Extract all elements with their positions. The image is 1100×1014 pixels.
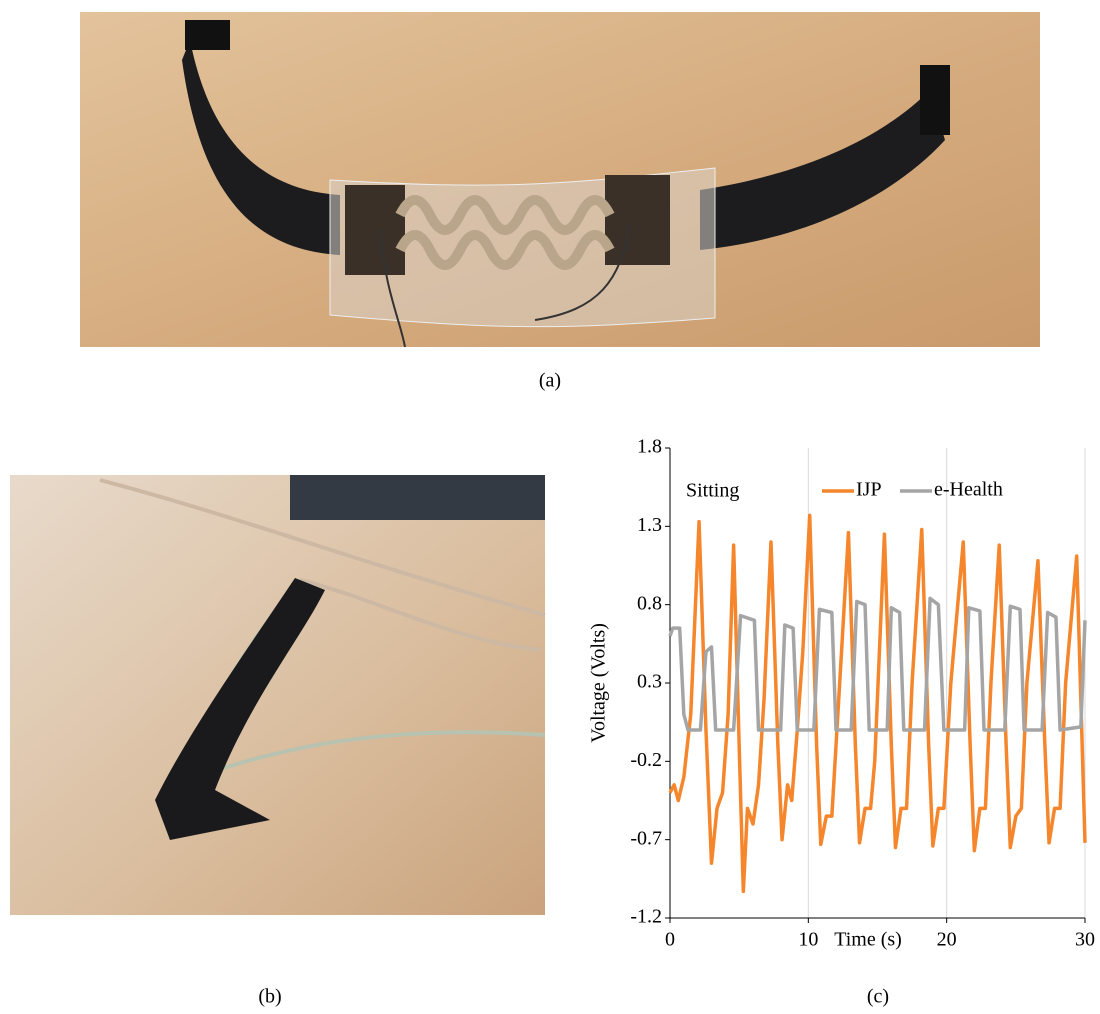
legend-label: IJP	[856, 479, 882, 501]
photo-a	[80, 12, 1040, 348]
photo-b	[10, 475, 546, 915]
y-tick-label: -0.7	[630, 827, 662, 849]
photo-background	[10, 475, 545, 915]
y-tick-label: 0.3	[637, 671, 662, 693]
strap-right	[700, 90, 945, 250]
strap-left	[182, 40, 340, 255]
y-tick-label: -0.2	[630, 749, 662, 771]
x-tick-label: 20	[937, 929, 957, 951]
x-tick-label: 30	[1075, 929, 1095, 951]
series-line	[668, 513, 1087, 894]
caption-b: (b)	[258, 986, 281, 1008]
caption-c: (c)	[867, 986, 889, 1008]
y-tick-label: 1.3	[637, 514, 662, 536]
buckle-right	[920, 65, 950, 135]
annotation: Sitting	[686, 480, 739, 502]
x-tick-label: 0	[665, 929, 675, 951]
serpentine-sensor	[395, 195, 615, 270]
wires	[379, 224, 631, 348]
legend-label: e-Health	[934, 479, 1003, 501]
y-tick-label: -1.2	[630, 906, 662, 928]
y-tick-label: 0.8	[637, 592, 662, 614]
chart: Voltage (Volts) Time (s) Sitting 0 10 20 30…	[588, 436, 1095, 951]
cables	[99, 478, 546, 652]
x-tick-label: 10	[798, 929, 818, 951]
series-line	[668, 596, 1087, 732]
x-axis-label: Time (s)	[834, 929, 902, 951]
y-axis-label: Voltage (Volts)	[588, 623, 610, 743]
y-tick-label: 1.8	[637, 436, 662, 458]
electrode-right	[605, 175, 670, 265]
object-background	[290, 475, 545, 520]
buckle-left	[185, 20, 230, 50]
caption-a: (a)	[539, 370, 561, 392]
electrode-left	[345, 185, 405, 275]
strap	[155, 578, 325, 840]
